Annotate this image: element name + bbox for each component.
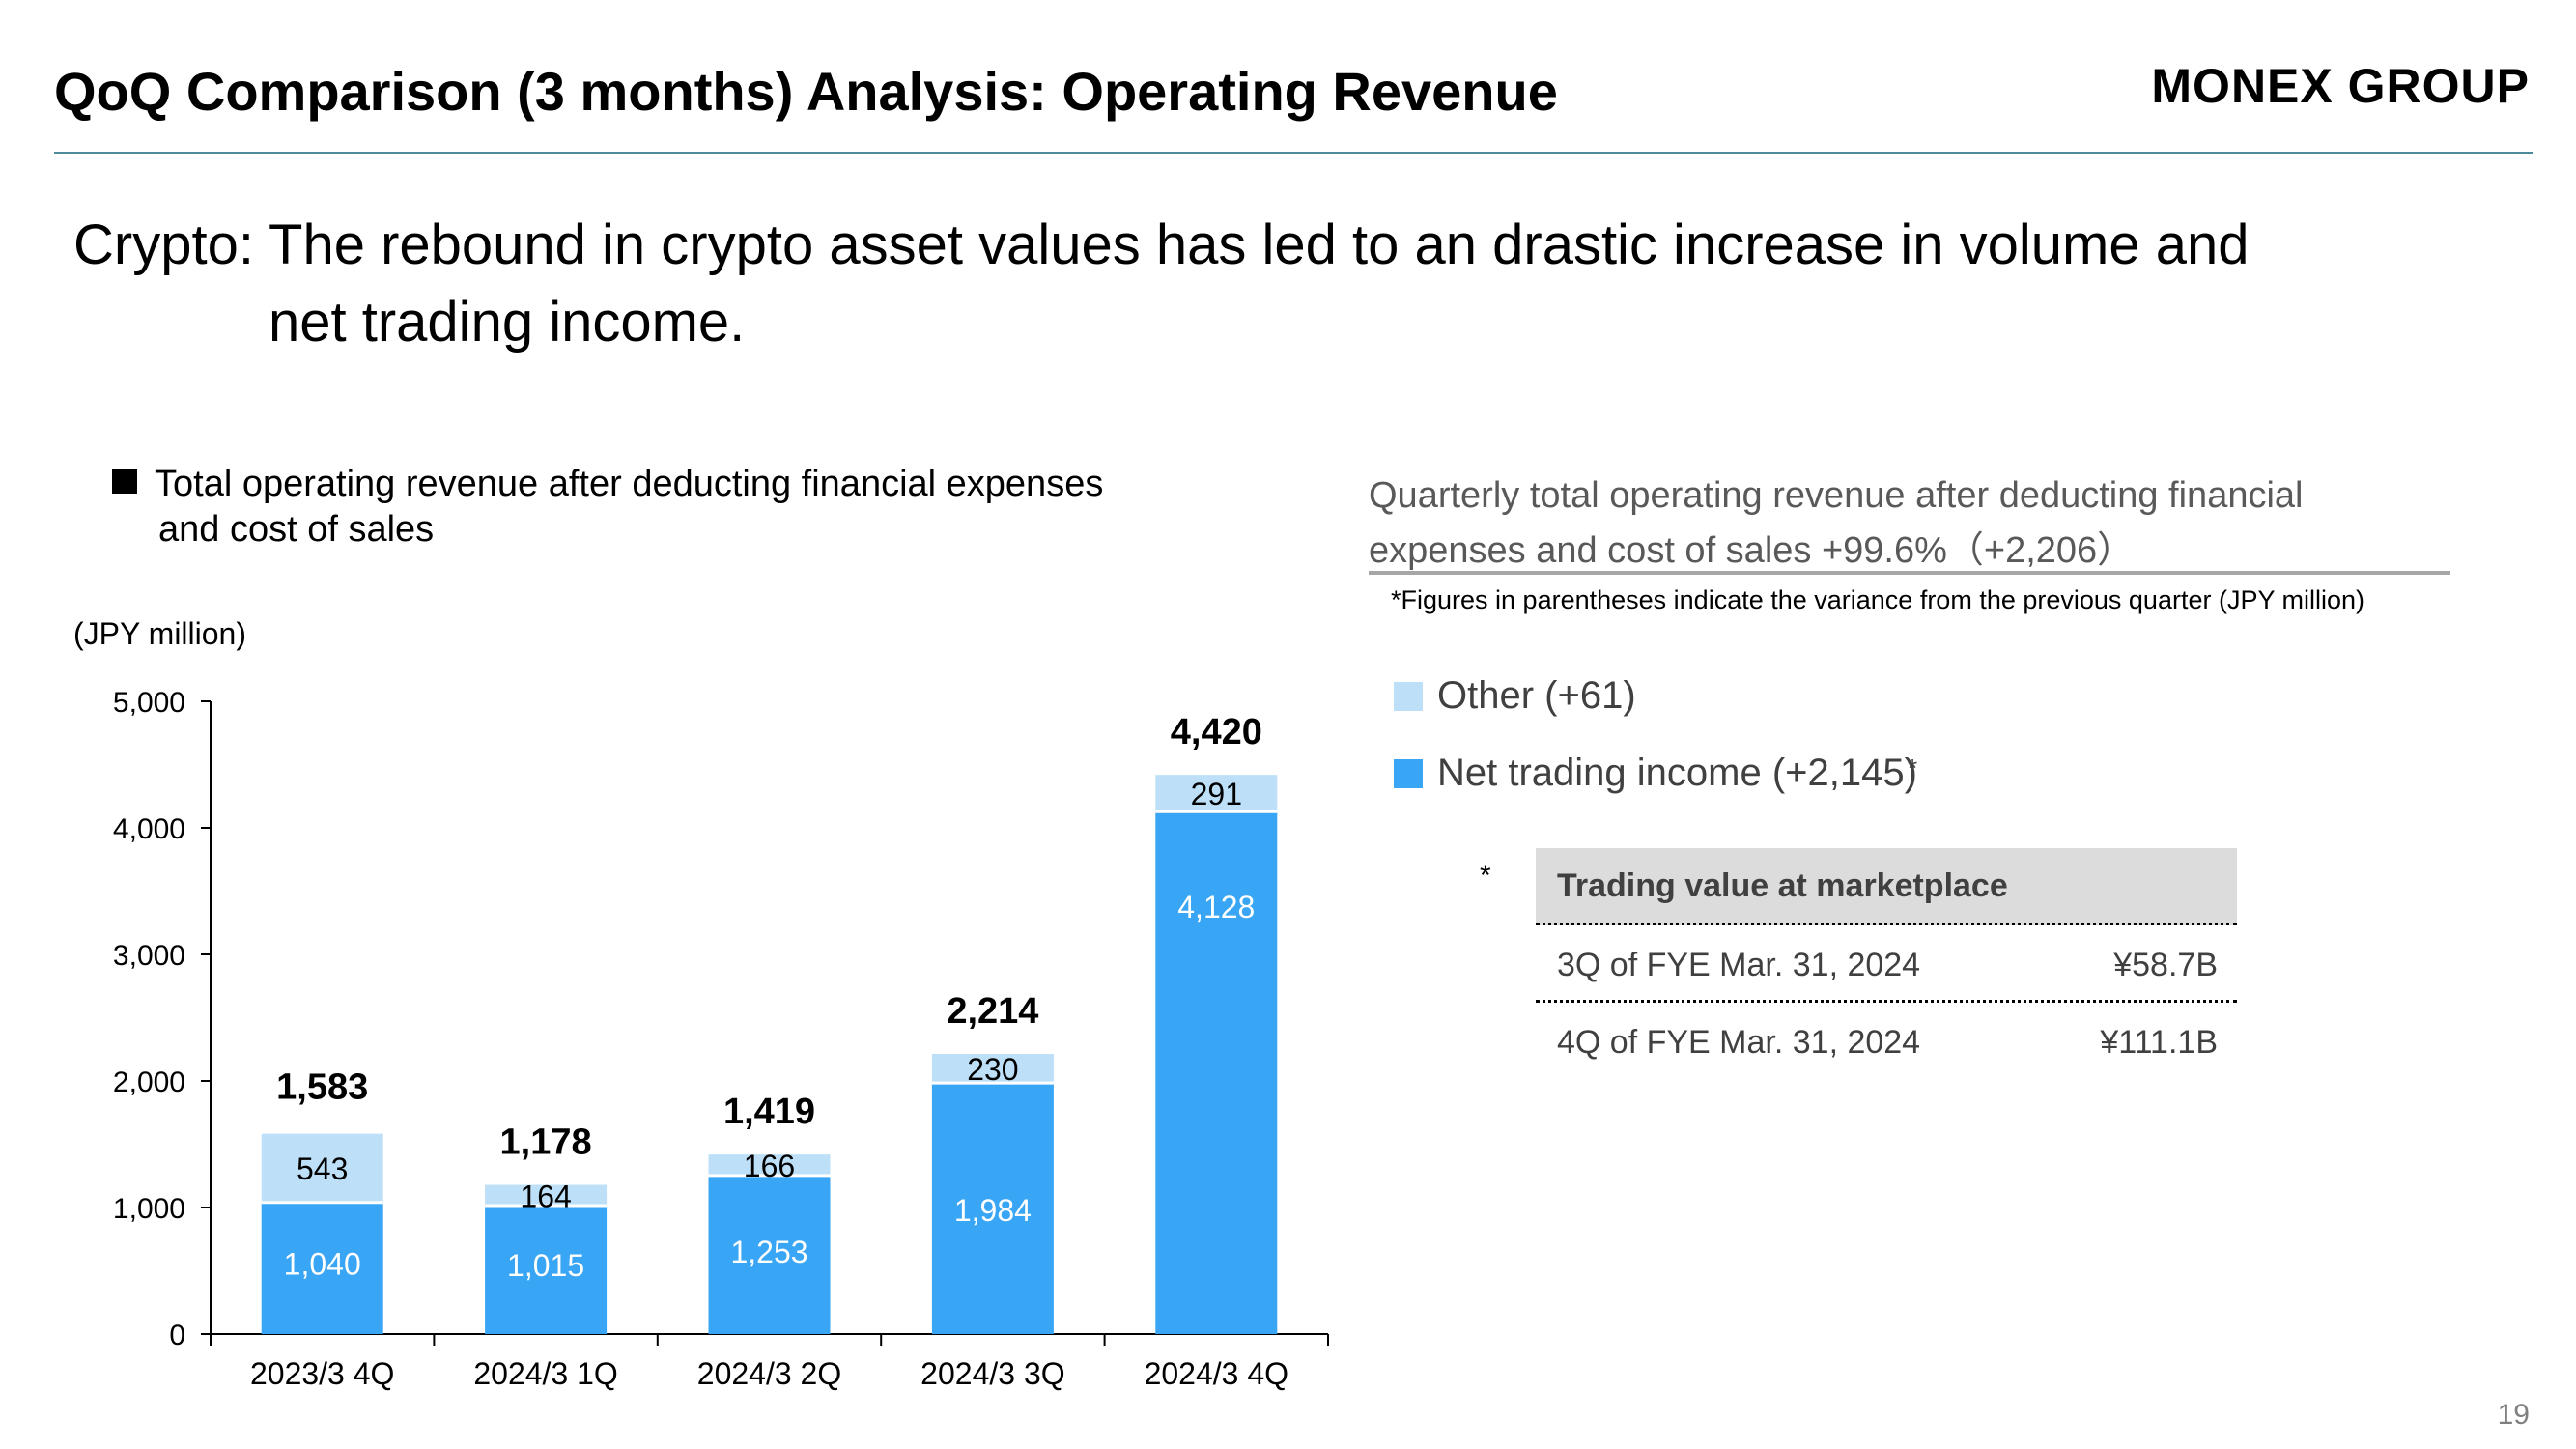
data-label-net: 1,015 bbox=[507, 1248, 584, 1283]
data-label-other: 230 bbox=[967, 1052, 1018, 1087]
y-tick-label: 5,000 bbox=[113, 687, 185, 719]
table-cell-value: ¥58.7B bbox=[2113, 947, 2218, 983]
chart-unit-label: (JPY million) bbox=[73, 616, 246, 651]
caption-square-icon bbox=[112, 469, 137, 494]
data-label-total: 2,214 bbox=[947, 991, 1038, 1032]
bar-other bbox=[931, 1053, 1054, 1084]
table-asterisk: * bbox=[1480, 860, 1491, 892]
bar-other bbox=[261, 1133, 383, 1203]
x-tick-label: 2024/3 1Q bbox=[473, 1356, 617, 1391]
summary-divider bbox=[1369, 571, 2450, 575]
bar-other bbox=[485, 1184, 608, 1207]
bar-net-trading-income bbox=[485, 1206, 608, 1334]
data-label-total: 4,420 bbox=[1171, 712, 1262, 753]
y-tick-label: 2,000 bbox=[113, 1066, 185, 1098]
page-number: 19 bbox=[2497, 1399, 2530, 1431]
headline-line-1: Crypto: The rebound in crypto asset valu… bbox=[73, 213, 2250, 276]
y-tick-label: 0 bbox=[169, 1320, 185, 1351]
variance-footnote: *Figures in parentheses indicate the var… bbox=[1391, 585, 2364, 614]
summary-line-2: expenses and cost of sales +99.6%（+2,206… bbox=[1369, 530, 2135, 571]
y-tick-label: 4,000 bbox=[113, 813, 185, 845]
x-tick-label: 2024/3 4Q bbox=[1145, 1356, 1288, 1391]
table-cell-period: 4Q of FYE Mar. 31, 2024 bbox=[1557, 1024, 1921, 1061]
data-label-total: 1,583 bbox=[276, 1067, 368, 1108]
stacked-bar-chart: 0 1,000 2,000 3,000 4,000 5,000 1,040 543 1,583 2… bbox=[113, 687, 1329, 1391]
x-tick-label: 2023/3 4Q bbox=[250, 1356, 394, 1391]
legend-net-trading-label: Net trading income (+2,145) bbox=[1437, 752, 1917, 794]
chart-caption-line-1: Total operating revenue after deducting … bbox=[155, 464, 1104, 504]
table-row: 4Q of FYE Mar. 31, 2024 ¥111.1B bbox=[1536, 1003, 2237, 1080]
bar-net-trading-income bbox=[261, 1202, 383, 1334]
data-label-total: 1,178 bbox=[500, 1122, 592, 1163]
table-row: 3Q of FYE Mar. 31, 2024 ¥58.7B bbox=[1536, 925, 2237, 1003]
data-label-total: 1,419 bbox=[723, 1092, 815, 1132]
table-cell-value: ¥111.1B bbox=[2100, 1024, 2218, 1061]
page-title: QoQ Comparison (3 months) Analysis: Oper… bbox=[54, 61, 1558, 122]
data-label-net: 1,253 bbox=[730, 1235, 807, 1269]
data-label-other: 291 bbox=[1191, 777, 1242, 811]
headline-line-2: net trading income. bbox=[269, 291, 746, 354]
data-label-net: 4,128 bbox=[1177, 890, 1255, 924]
chart-caption-line-2: and cost of sales bbox=[158, 509, 435, 550]
data-label-other: 164 bbox=[520, 1179, 571, 1213]
bar-other bbox=[708, 1154, 831, 1176]
table-header: Trading value at marketplace bbox=[1536, 848, 2237, 925]
y-tick-label: 1,000 bbox=[113, 1193, 185, 1225]
table-cell-period: 3Q of FYE Mar. 31, 2024 bbox=[1557, 947, 1921, 983]
bar-other bbox=[1155, 775, 1278, 812]
monex-group-logo: MONEX GROUP bbox=[2151, 59, 2530, 113]
legend-asterisk: * bbox=[1908, 753, 1918, 782]
x-tick-label: 2024/3 2Q bbox=[697, 1356, 841, 1391]
summary-line-1: Quarterly total operating revenue after … bbox=[1369, 475, 2304, 516]
data-label-other: 543 bbox=[297, 1151, 348, 1186]
trading-value-table: Trading value at marketplace 3Q of FYE M… bbox=[1536, 848, 2237, 1080]
bar-net-trading-income bbox=[708, 1175, 831, 1334]
legend-other-label: Other (+61) bbox=[1437, 674, 1636, 717]
data-label-net: 1,984 bbox=[954, 1193, 1032, 1228]
data-label-other: 166 bbox=[744, 1149, 795, 1183]
data-label-net: 1,040 bbox=[284, 1247, 361, 1282]
bar-net-trading-income bbox=[1155, 811, 1278, 1334]
x-tick-label: 2024/3 3Q bbox=[920, 1356, 1064, 1391]
y-tick-label: 3,000 bbox=[113, 940, 185, 972]
header-divider bbox=[54, 152, 2533, 154]
bar-net-trading-income bbox=[931, 1083, 1054, 1334]
legend-net-trading-swatch bbox=[1394, 759, 1423, 788]
legend-other-swatch bbox=[1394, 682, 1423, 711]
